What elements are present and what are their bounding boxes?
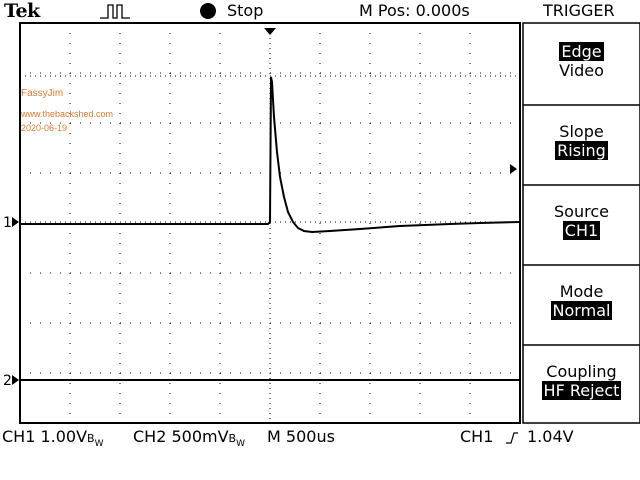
waveform-display[interactable]: 1 2 xyxy=(0,22,640,427)
trigger-menu: Edge Video Slope Rising Source CH1 Mode … xyxy=(523,22,640,427)
source-value[interactable]: CH1 xyxy=(562,221,601,240)
slope-value[interactable]: Rising xyxy=(555,141,608,160)
ch2-marker-label: 2 xyxy=(3,373,12,389)
rising-edge-icon xyxy=(506,432,518,444)
menu-item-slope[interactable]: Slope Rising xyxy=(523,122,640,160)
menu-panel-frame xyxy=(522,22,640,424)
menu-title: TRIGGER xyxy=(543,1,615,20)
horizontal-position-readout: M Pos: 0.000s xyxy=(359,1,470,20)
slope-label: Slope xyxy=(559,122,604,141)
coupling-label: Coupling xyxy=(546,362,617,381)
mode-value[interactable]: Normal xyxy=(550,301,613,320)
acquisition-icon xyxy=(100,4,130,19)
run-state-icon xyxy=(200,3,216,19)
menu-item-source[interactable]: Source CH1 xyxy=(523,202,640,240)
ch1-trace xyxy=(20,76,521,234)
trigger-level-marker xyxy=(510,164,517,174)
menu-item-type[interactable]: Edge Video xyxy=(523,42,640,80)
run-state-label[interactable]: Stop xyxy=(227,1,264,20)
menu-item-mode[interactable]: Mode Normal xyxy=(523,282,640,320)
source-label: Source xyxy=(554,202,609,221)
trigger-level-readout: 1.04V xyxy=(527,427,574,446)
bottom-status-bar: CH1 1.00VBW CH2 500mVBW M 500us CH1 1.04… xyxy=(0,427,640,449)
trigger-position-marker xyxy=(264,28,276,35)
ch2-marker-arrow xyxy=(12,375,19,385)
type-edge-option[interactable]: Edge xyxy=(559,42,604,61)
mode-label: Mode xyxy=(559,282,604,301)
type-video-option[interactable]: Video xyxy=(559,61,604,80)
ch1-marker-label: 1 xyxy=(3,215,12,231)
menu-item-coupling[interactable]: Coupling HF Reject xyxy=(523,362,640,400)
ch1-scale-readout: CH1 1.00VBW xyxy=(2,427,104,450)
ch1-marker-arrow xyxy=(12,217,19,227)
author-annotation: FassyJim xyxy=(21,88,64,99)
date-annotation: 2020-06-19 xyxy=(21,123,68,133)
coupling-value[interactable]: HF Reject xyxy=(541,381,622,400)
ch2-scale-readout: CH2 500mVBW xyxy=(133,427,245,450)
timebase-readout: M 500us xyxy=(267,427,335,446)
top-status-bar: Tek Stop M Pos: 0.000s TRIGGER xyxy=(0,0,640,22)
website-annotation: www.thebackshed.com xyxy=(21,109,114,119)
brand-logo: Tek xyxy=(4,0,40,22)
trigger-source-readout: CH1 xyxy=(460,427,494,446)
